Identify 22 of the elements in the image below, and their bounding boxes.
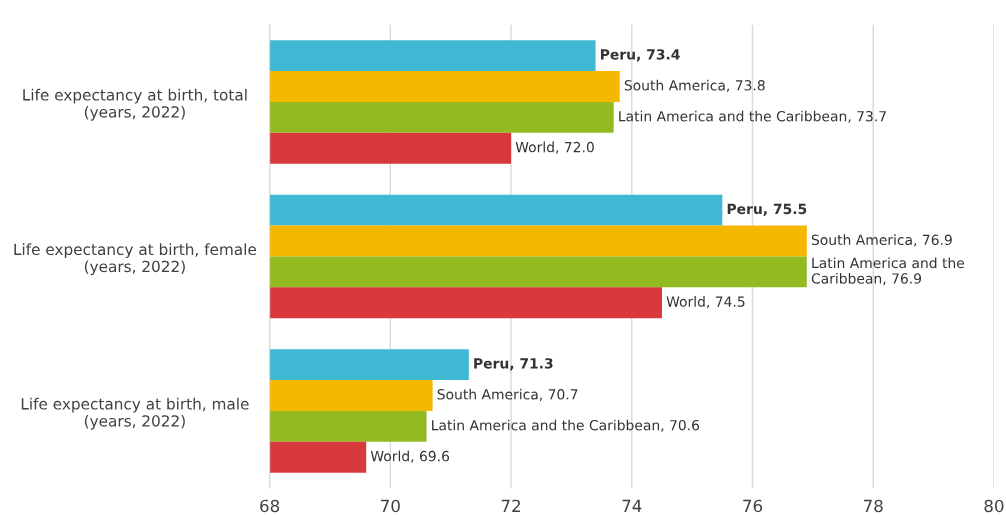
data-label: Latin America and the Caribbean, 73.7 [619,110,886,123]
data-label: World, 69.6 [370,450,450,463]
x-tick-label: 68 [260,499,280,513]
data-label: South America, 70.7 [437,388,578,401]
y-tick-label: Life expectancy at birth, female (years, 2022) [14,243,257,276]
data-label: Latin America and the Caribbean, 76.9 [811,257,965,286]
y-tick-label: Life expectancy at birth, male (years, 2022) [21,397,249,430]
x-tick-label: 78 [863,499,883,513]
data-label: Latin America and the Caribbean, 70.6 [432,419,700,432]
x-tick-label: 70 [381,499,400,513]
data-label: World, 72.0 [515,141,594,154]
data-label: Peru, 73.4 [600,49,680,62]
data-label: South America, 73.8 [624,79,765,92]
data-label: World, 74.5 [666,296,745,309]
x-tick-label: 72 [501,499,520,512]
y-tick-label: Life expectancy at birth, total (years, 2022) [23,88,247,121]
x-tick-label: 80 [984,499,1004,513]
data-label: South America, 76.9 [811,234,952,247]
x-tick-label: 74 [622,499,642,512]
data-label: Peru, 71.3 [474,358,553,371]
x-tick-label: 76 [743,499,763,513]
data-label: Peru, 75.5 [727,203,807,216]
